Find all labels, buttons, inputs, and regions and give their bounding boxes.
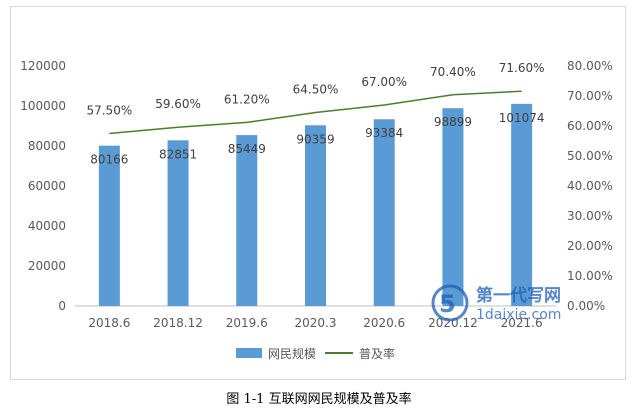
- category-labels: 2018.6 2018.12 2019.6 2020.3 2020.6 2020.12 20…: [88, 316, 542, 330]
- bar: [167, 140, 189, 306]
- bar-data-labels: 80166 82851 85449 90359 93384 98899 101074: [90, 111, 544, 167]
- legend-line-label: 普及率: [359, 346, 395, 361]
- line-series: [109, 90, 522, 135]
- category-label: 2020.3: [295, 316, 337, 330]
- right-axis-tick-label: 30.00%: [567, 209, 613, 223]
- svg-text:第一代写网: 第一代写网: [476, 285, 561, 306]
- category-label: 2019.6: [226, 316, 268, 330]
- right-axis-tick-label: 60.00%: [567, 119, 613, 133]
- left-axis-tick-label: 40000: [28, 219, 66, 233]
- bar-value-label: 90359: [296, 132, 334, 146]
- bar-value-label: 101074: [499, 111, 545, 125]
- bar: [373, 119, 395, 307]
- right-axis-tick-label: 40.00%: [567, 179, 613, 193]
- left-axis-tick-label: 20000: [28, 259, 66, 273]
- right-axis-tick-label: 70.00%: [567, 89, 613, 103]
- line-value-label: 61.20%: [224, 92, 270, 106]
- watermark-logo: 5 第一代写网 1daixie.com: [431, 284, 561, 323]
- bar: [511, 103, 533, 307]
- left-axis-tick-label: 80000: [28, 139, 66, 153]
- right-axis-tick-label: 80.00%: [567, 59, 613, 73]
- right-axis-tick-label: 0.00%: [567, 299, 605, 313]
- left-axis-ticks: 0 20000 40000 60000 80000 100000 120000: [20, 59, 66, 313]
- legend-bar-label: 网民规模: [268, 346, 316, 361]
- svg-text:5: 5: [439, 290, 456, 318]
- legend: 网民规模 普及率: [236, 346, 395, 361]
- line-value-label: 67.00%: [361, 75, 407, 89]
- legend-bar-swatch: [236, 348, 262, 358]
- line-data-labels: 57.50% 59.60% 61.20% 64.50% 67.00% 70.40% 71.6…: [86, 61, 544, 117]
- bar-value-label: 85449: [228, 142, 266, 156]
- left-axis-tick-label: 0: [58, 299, 66, 313]
- bar-value-label: 80166: [90, 153, 128, 167]
- left-axis-tick-label: 100000: [20, 99, 66, 113]
- bar: [442, 108, 464, 307]
- bar-value-label: 93384: [365, 126, 403, 140]
- bar-value-label: 98899: [434, 115, 472, 129]
- right-axis-tick-label: 10.00%: [567, 269, 613, 283]
- right-axis-tick-label: 50.00%: [567, 149, 613, 163]
- line-value-label: 71.60%: [499, 61, 545, 75]
- category-label: 2020.12: [428, 316, 478, 330]
- line-value-label: 57.50%: [86, 104, 132, 118]
- bar-value-label: 82851: [159, 147, 197, 161]
- line-value-label: 59.60%: [155, 97, 201, 111]
- bar: [236, 135, 258, 306]
- category-label: 2021.6: [501, 316, 543, 330]
- right-axis-ticks: 0.00% 10.00% 20.00% 30.00% 40.00% 50.00% 60.00…: [567, 59, 613, 313]
- figure-caption: 图 1-1 互联网网民规模及普及率: [226, 392, 412, 407]
- svg-text:1daixie.com: 1daixie.com: [476, 307, 561, 323]
- category-label: 2018.12: [153, 316, 203, 330]
- category-label: 2020.6: [363, 316, 405, 330]
- line-value-label: 70.40%: [430, 65, 476, 79]
- category-label: 2018.6: [88, 316, 130, 330]
- line-value-label: 64.50%: [293, 83, 339, 97]
- left-axis-tick-label: 120000: [20, 59, 66, 73]
- bar: [305, 125, 326, 306]
- bar-series: [98, 103, 533, 307]
- left-axis-tick-label: 60000: [28, 179, 66, 193]
- bar: [98, 145, 120, 306]
- right-axis-tick-label: 20.00%: [567, 239, 613, 253]
